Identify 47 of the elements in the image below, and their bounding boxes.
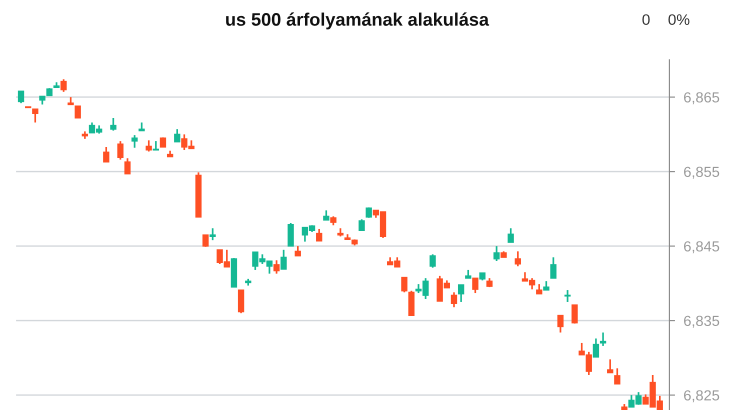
candlestick: [210, 227, 216, 241]
candlestick: [294, 245, 301, 257]
candlestick: [536, 283, 542, 295]
candlestick: [493, 245, 500, 262]
candlestick: [614, 367, 620, 385]
candlestick: [358, 218, 365, 232]
candlestick: [550, 256, 556, 279]
y-tick-label: 6,845: [684, 241, 720, 254]
candlestick: [472, 277, 478, 294]
y-tick-label: 6,825: [684, 390, 720, 402]
candlestick: [32, 108, 38, 124]
candlestick: [564, 289, 571, 303]
candlestick: [572, 304, 578, 324]
candlestick: [607, 358, 614, 374]
candlestick: [174, 128, 180, 143]
candlestick: [430, 253, 436, 269]
candlestick: [131, 134, 138, 149]
candlestick: [600, 332, 606, 347]
candlestick: [458, 284, 464, 303]
y-tick-label: 6,855: [684, 166, 720, 179]
candlestick: [401, 276, 408, 294]
candlestick: [323, 210, 330, 221]
text: 0%: [668, 14, 690, 26]
candlestick: [146, 139, 152, 152]
candlestick: [288, 222, 294, 247]
text: 0: [642, 14, 650, 26]
candlestick: [508, 227, 514, 244]
candlestick: [74, 105, 81, 119]
y-tick-label: 6,865: [684, 92, 720, 104]
candlestick: [450, 291, 458, 308]
candlestick: [592, 338, 600, 358]
candlestick: [202, 234, 209, 248]
candlestick: [316, 228, 322, 242]
candlestick: [110, 117, 116, 132]
y-tick-label: 6,835: [684, 316, 720, 328]
candlestick: [60, 78, 67, 93]
chart-title: us 500 árfolyamának alakulása: [226, 12, 490, 30]
candlestick: [18, 90, 24, 104]
candlestick: [117, 140, 124, 161]
candlestick: [273, 259, 280, 275]
candlestick: [124, 157, 131, 175]
candlestick: [408, 290, 415, 316]
candlestick: [238, 289, 244, 314]
candlestick: [514, 250, 521, 268]
candlestick: [103, 146, 110, 163]
candlestick: [557, 314, 564, 334]
candlestick: [280, 248, 287, 270]
